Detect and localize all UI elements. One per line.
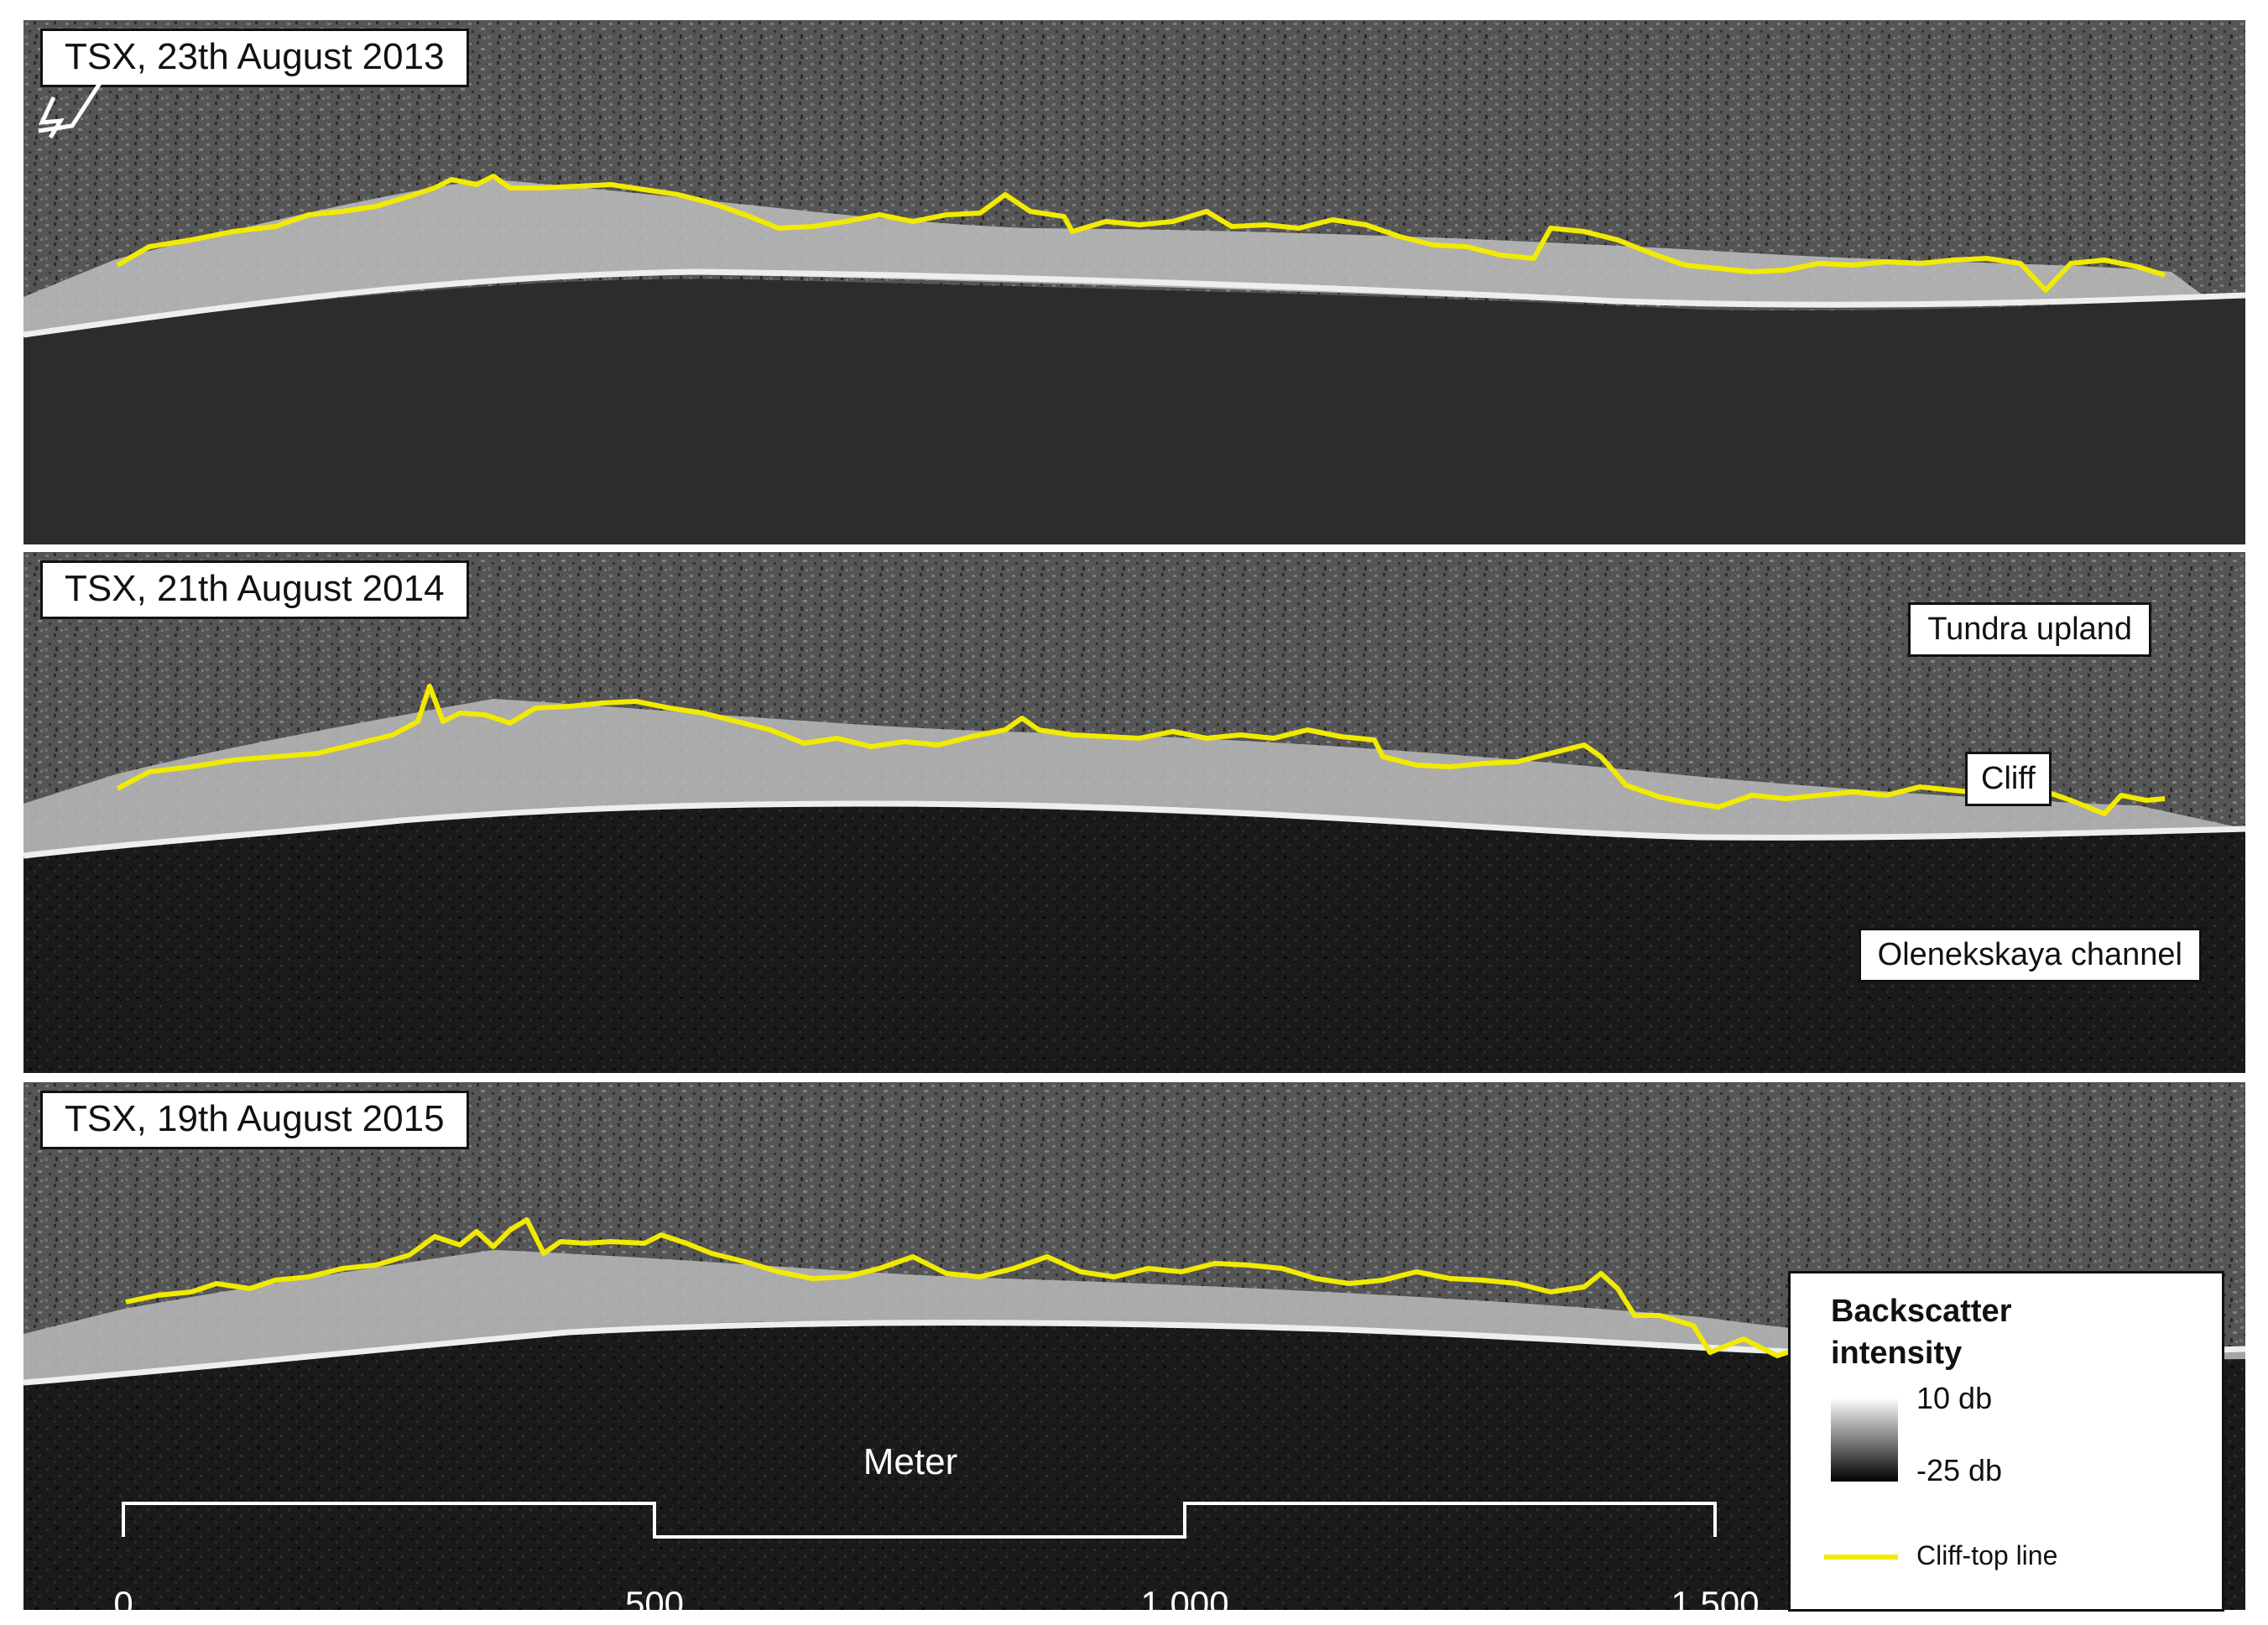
beach-line [23,268,2245,338]
tundra-upland-label: Tundra upland [1908,602,2151,657]
cliff-top-line-swatch [1824,1555,1898,1560]
legend-title: Backscatter intensity [1831,1294,2012,1371]
date-label: TSX, 23th August 2013 [40,29,469,87]
date-label: TSX, 21th August 2014 [40,560,469,619]
sar-panel-2013: TSX, 23th August 2013 [23,20,2245,544]
cliff-top-line-2014 [116,684,2166,816]
cliff-top-line-2015 [125,1217,1803,1358]
water-area [23,805,2245,1073]
legend-max-label: 10 db [1916,1381,1993,1415]
north-arrow-icon [38,57,118,139]
scale-tick-label: 1.500 [1671,1584,1760,1623]
beach-line [23,800,2245,859]
sar-image-2013 [23,20,2245,544]
cliff-top-line-2013 [116,174,2166,293]
scale-tick-label: 500 [624,1584,685,1623]
sar-image-2014 [23,552,2245,1073]
legend-min-label: -25 db [1916,1453,2003,1487]
backscatter-color-ramp [1831,1398,1898,1482]
cliff-label: Cliff [1965,752,2052,806]
water-area [23,279,2245,544]
scale-unit-label: Meter [863,1441,958,1482]
cliff-face [23,699,2245,856]
date-label: TSX, 19th August 2015 [40,1091,469,1149]
scale-tick-label: 1.000 [1140,1584,1229,1623]
sar-panel-2014: TSX, 21th August 2014 Tundra upland Clif… [23,552,2245,1073]
scale-tick-label: 0 [113,1584,133,1623]
legend-line-label: Cliff-top line [1916,1540,2058,1570]
legend: Backscatter intensity 10 db -25 db Cliff… [1788,1271,2224,1612]
cliff-face [23,180,2205,332]
channel-label: Olenekskaya channel [1858,928,2202,982]
